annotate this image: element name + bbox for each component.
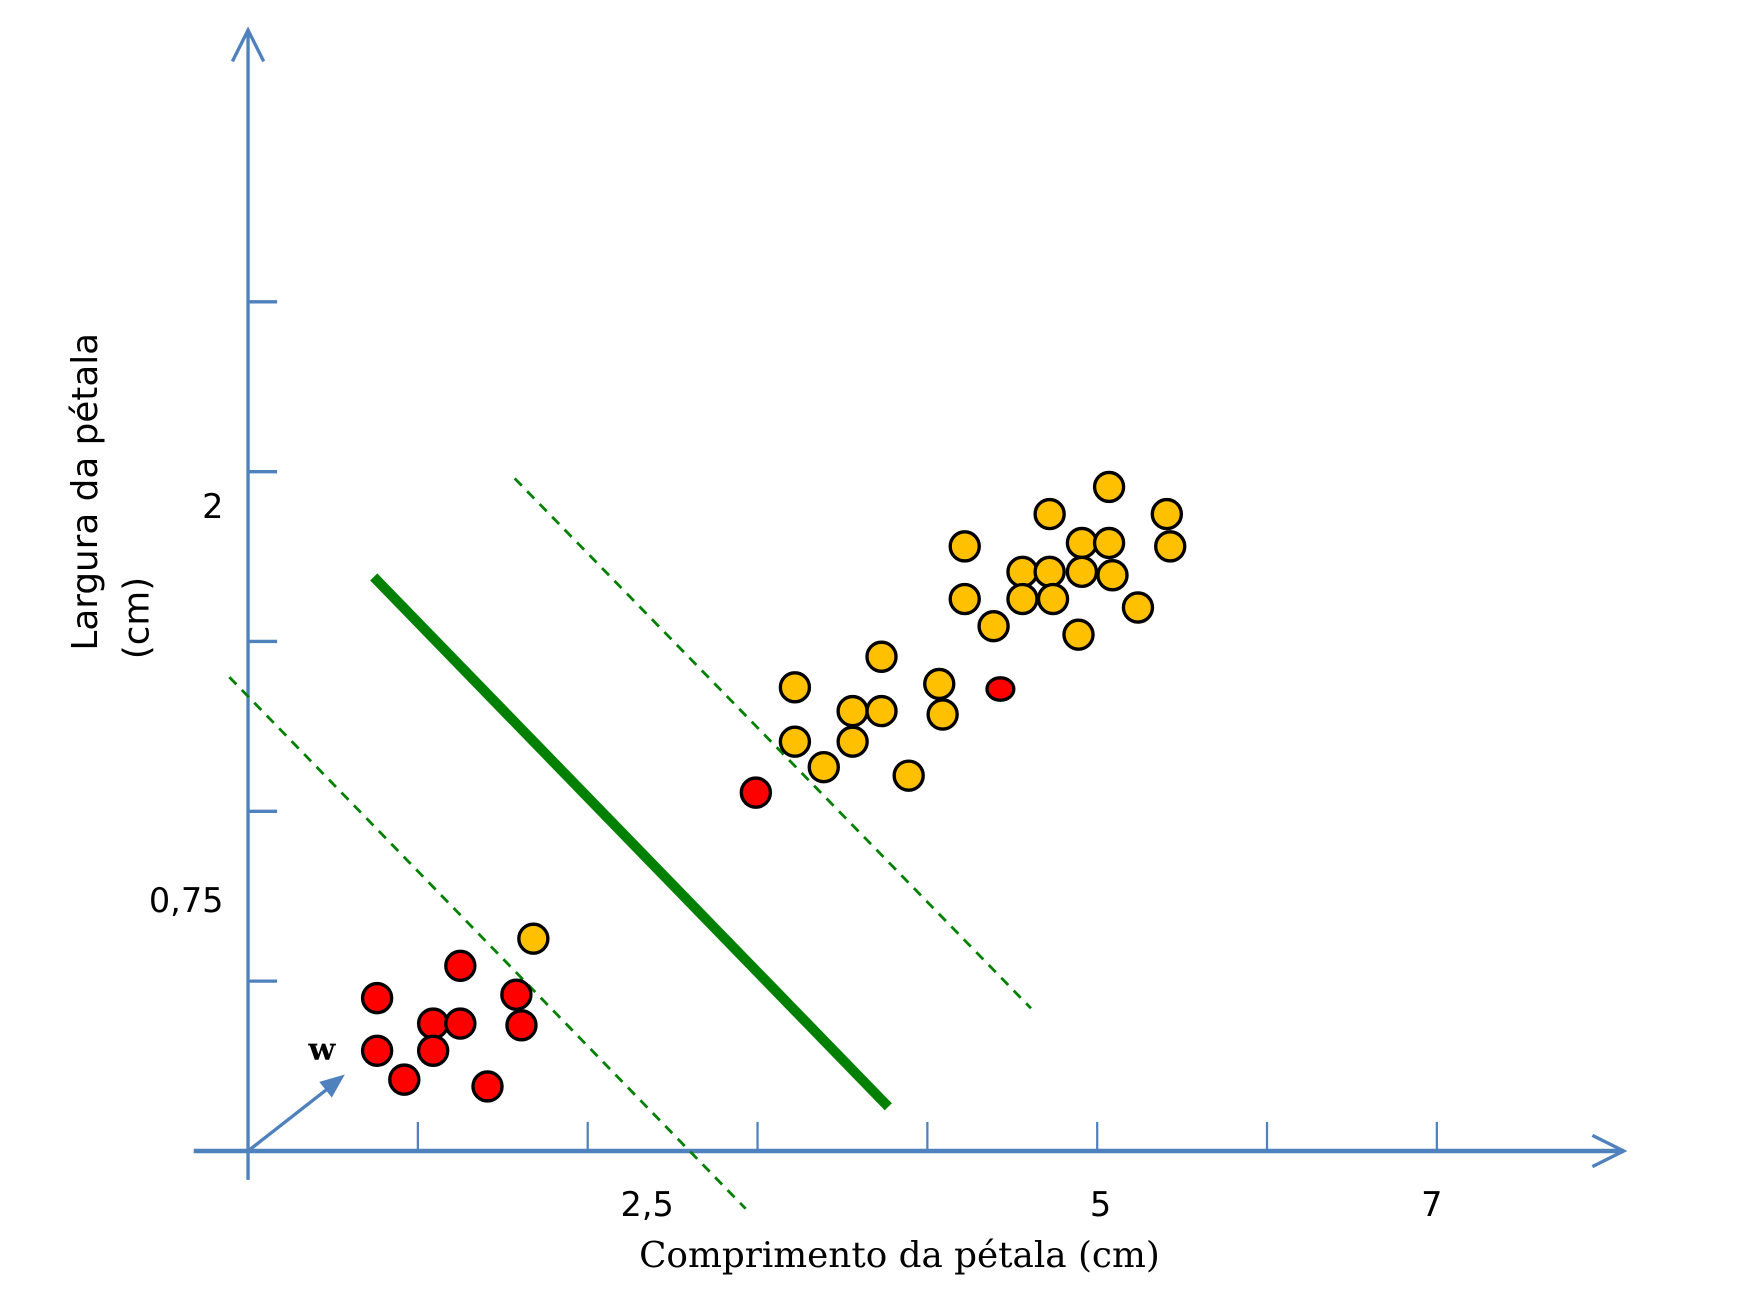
class_b-point — [865, 694, 898, 728]
class_b-point — [1006, 582, 1039, 616]
x-axis-arrow-icon — [1591, 1133, 1628, 1169]
class_b-point — [1154, 530, 1187, 563]
y-tick-label: 2 — [202, 487, 223, 526]
class_b-point — [836, 725, 869, 758]
x-tick-label: 2,5 — [621, 1185, 674, 1224]
class_b-point — [1096, 559, 1129, 592]
w-vector-label: w — [307, 1031, 336, 1067]
class_a-point — [444, 949, 477, 983]
class_b-point — [836, 694, 869, 728]
class_a-point — [500, 978, 533, 1011]
class_a-point — [416, 1007, 450, 1040]
w-vector-arrowhead-icon — [319, 1074, 345, 1098]
class_b-point — [1062, 618, 1095, 651]
class_a-point — [985, 676, 1016, 702]
axes: 2,5 5 7 2 0,75 — [149, 26, 1628, 1224]
class_a-point — [471, 1070, 504, 1103]
x-tick-label: 5 — [1090, 1185, 1111, 1224]
margin-upper — [513, 477, 1032, 1010]
class_a-point — [444, 1007, 477, 1040]
class_b-point — [923, 667, 956, 701]
w-vector — [247, 1081, 337, 1153]
labels: Comprimento da pétala (cm) Largura da pé… — [65, 333, 1160, 1276]
class_a-point — [416, 1034, 450, 1067]
class_b-point — [1006, 555, 1039, 589]
class_b-point — [948, 530, 981, 563]
class_b-point — [948, 582, 981, 616]
class_a-point — [360, 1034, 394, 1067]
class_b-point — [1036, 582, 1070, 616]
decision-boundary — [370, 573, 892, 1111]
class_b-point — [1033, 555, 1066, 589]
margin-lower — [228, 676, 747, 1210]
class_b-point — [1065, 555, 1099, 589]
x-axis-title: Comprimento da pétala (cm) — [639, 1235, 1160, 1276]
x-tick-label: 7 — [1421, 1185, 1442, 1224]
class_b-point — [1150, 497, 1184, 531]
class_b-point — [517, 922, 550, 955]
class_b-point — [892, 759, 925, 792]
class_b-point — [778, 671, 812, 704]
class_b-point — [926, 698, 959, 731]
class_b-point — [865, 640, 898, 673]
class_b-point — [1065, 526, 1099, 560]
class_b-point — [807, 750, 840, 784]
data-points — [360, 470, 1187, 1103]
class_b-point — [1092, 526, 1126, 560]
boundary-lines — [228, 477, 1032, 1210]
class_a-point — [388, 1063, 421, 1096]
class_a-point — [739, 776, 773, 809]
class_b-point — [1033, 497, 1066, 531]
class_a-point — [360, 981, 394, 1015]
y-axis-arrow-icon — [230, 26, 266, 63]
class_b-point — [1121, 591, 1155, 624]
y-tick-label: 0,75 — [149, 881, 224, 920]
class_a-point — [505, 1009, 538, 1042]
class_b-point — [977, 609, 1010, 643]
class_b-point — [778, 725, 812, 758]
y-axis-title-line-2: (cm) — [117, 577, 158, 659]
class_b-point — [1092, 470, 1126, 504]
y-axis-title-line-1: Largura da pétala — [65, 333, 106, 651]
